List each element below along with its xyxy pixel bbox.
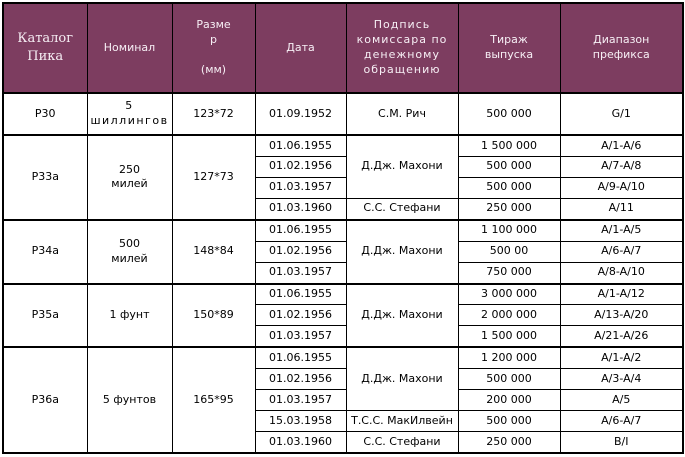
cell-signature-p36a-stefani: С.С. Стефани xyxy=(345,430,459,454)
cell-prefix-p35a-1: A/13-A/20 xyxy=(559,304,684,327)
cell-date-p35a-1: 01.02.1956 xyxy=(254,304,347,327)
header-nominal: Номинал xyxy=(86,2,173,94)
cell-date-p33a-1: 01.02.1956 xyxy=(254,155,347,178)
cell-signature-p34a-mahoney: Д.Дж. Махони xyxy=(345,218,459,284)
cell-size-p35a: 150*89 xyxy=(171,282,256,348)
header-size-mm: Разме р (мм) xyxy=(171,2,256,94)
cell-size-p34a: 148*84 xyxy=(171,218,256,284)
cell-tirage-p35a-2: 1 500 000 xyxy=(457,325,561,348)
cell-prefix-p35a-0: A/1-A/12 xyxy=(559,282,684,306)
cell-date-p36a-4: 01.03.1960 xyxy=(254,430,347,454)
cell-prefix-p36a-4: B/I xyxy=(559,430,684,454)
cell-tirage-p33a-2: 500 000 xyxy=(457,176,561,199)
row-p36a-0: P36a 5 фунтов 165*95 01.06.1955 Д.Дж. Ма… xyxy=(2,346,684,454)
cell-catalog-p35a: P35a xyxy=(2,282,88,348)
header-catalog-pick: Каталог Пика xyxy=(2,2,88,94)
cell-date-p36a-3: 15.03.1958 xyxy=(254,410,347,432)
cell-tirage-p36a-0: 1 200 000 xyxy=(457,346,561,370)
cell-prefix-p36a-3: A/6-A/7 xyxy=(559,410,684,432)
cell-catalog-p33a: P33a xyxy=(2,134,88,221)
cell-date-p36a-0: 01.06.1955 xyxy=(254,346,347,370)
cell-signature-p33a-mahoney: Д.Дж. Махони xyxy=(345,133,459,199)
row-p35a-1: 01.02.1956 2 000 000 A/13-A/20 xyxy=(3,304,684,327)
row-p36a-3: 15.03.1958 Т.С.С. МакИлвейн 500 000 A/6-… xyxy=(3,410,684,432)
cell-prefix-p33a-0: A/1-A/6 xyxy=(559,133,684,157)
cell-size-p33a: 127*73 xyxy=(171,134,256,221)
header-row: Каталог Пика Номинал Разме р (мм) Дата П… xyxy=(2,2,684,94)
cell-signature-p30-rich: С.М. Рич xyxy=(345,92,459,136)
row-p36a-1: 01.02.1956 500 000 A/3-A/4 xyxy=(3,368,684,391)
cell-tirage-p34a-2: 750 000 xyxy=(457,261,561,285)
cell-date-p34a-2: 01.03.1957 xyxy=(254,261,347,285)
row-p30: P30 5 шиллингов 123*72 01.09.1952 С.М. Р… xyxy=(2,92,684,136)
row-p34a-1: 01.02.1956 500 00 A/6-A/7 xyxy=(3,240,684,263)
cell-date-p30-0: 01.09.1952 xyxy=(254,92,347,136)
cell-tirage-p36a-2: 200 000 xyxy=(457,389,561,412)
cell-tirage-p35a-0: 3 000 000 xyxy=(457,282,561,306)
cell-nominal-p36a: 5 фунтов xyxy=(86,346,173,454)
row-p33a-1: 01.02.1956 500 000 A/7-A/8 xyxy=(3,155,684,178)
cell-prefix-p34a-0: A/1-A/5 xyxy=(559,218,684,242)
cell-tirage-p33a-1: 500 000 xyxy=(457,155,561,178)
cell-date-p36a-2: 01.03.1957 xyxy=(254,389,347,412)
cell-tirage-p36a-1: 500 000 xyxy=(457,368,561,391)
cell-tirage-p33a-0: 1 500 000 xyxy=(457,133,561,157)
row-p33a-0: P33a 250 милей 127*73 01.06.1955 Д.Дж. М… xyxy=(2,133,684,221)
cell-prefix-p33a-2: A/9-A/10 xyxy=(559,176,684,199)
cell-tirage-p34a-0: 1 100 000 xyxy=(457,218,561,242)
cell-date-p33a-0: 01.06.1955 xyxy=(254,133,347,157)
row-p33a-3: 01.03.1960 С.С. Стефани 250 000 A/11 xyxy=(3,197,684,221)
cell-prefix-p30-0: G/1 xyxy=(559,92,684,136)
header-date: Дата xyxy=(254,2,347,94)
cell-tirage-p34a-1: 500 00 xyxy=(457,240,561,263)
header-prefix-range: Диапазон префикса xyxy=(559,2,684,94)
cell-prefix-p33a-3: A/11 xyxy=(559,197,684,221)
row-p35a-2: 01.03.1957 1 500 000 A/21-A/26 xyxy=(3,325,684,348)
cell-catalog-p34a: P34a xyxy=(2,218,88,284)
cell-size-p36a: 165*95 xyxy=(171,346,256,454)
cell-tirage-p36a-4: 250 000 xyxy=(457,430,561,454)
cell-tirage-p30-0: 500 000 xyxy=(457,92,561,136)
cell-prefix-p33a-1: A/7-A/8 xyxy=(559,155,684,178)
cell-prefix-p35a-2: A/21-A/26 xyxy=(559,325,684,348)
row-p33a-2: 01.03.1957 500 000 A/9-A/10 xyxy=(3,176,684,199)
header-commissioner-signature: Подпись комиссара по денежному обращению xyxy=(345,2,459,94)
cell-nominal-p30: 5 шиллингов xyxy=(86,92,173,136)
cell-prefix-p36a-2: A/5 xyxy=(559,389,684,412)
cell-prefix-p36a-0: A/1-A/2 xyxy=(559,346,684,370)
row-p35a-0: P35a 1 фунт 150*89 01.06.1955 Д.Дж. Махо… xyxy=(2,282,684,348)
cell-date-p36a-1: 01.02.1956 xyxy=(254,368,347,391)
cell-catalog-p36a: P36a xyxy=(2,346,88,454)
row-p36a-4: 01.03.1960 С.С. Стефани 250 000 B/I xyxy=(3,430,684,454)
cell-nominal-p35a: 1 фунт xyxy=(86,282,173,348)
cell-date-p35a-0: 01.06.1955 xyxy=(254,282,347,306)
cell-nominal-p33a: 250 милей xyxy=(86,134,173,221)
cell-prefix-p34a-2: A/8-A/10 xyxy=(559,261,684,285)
cell-date-p33a-3: 01.03.1960 xyxy=(254,197,347,221)
cell-nominal-p34a: 500 милей xyxy=(86,218,173,284)
cell-catalog-p30: P30 xyxy=(2,92,88,136)
cell-date-p34a-1: 01.02.1956 xyxy=(254,240,347,263)
row-p34a-0: P34a 500 милей 148*84 01.06.1955 Д.Дж. М… xyxy=(2,218,684,284)
cell-date-p34a-0: 01.06.1955 xyxy=(254,218,347,242)
cell-tirage-p36a-3: 500 000 xyxy=(457,410,561,432)
cell-signature-p33a-stefani: С.С. Стефани xyxy=(345,197,459,221)
cell-signature-p35a-mahoney: Д.Дж. Махони xyxy=(345,282,459,348)
header-issue-tirage: Тираж выпуска xyxy=(457,2,561,94)
cell-tirage-p35a-1: 2 000 000 xyxy=(457,304,561,327)
cell-tirage-p33a-3: 250 000 xyxy=(457,197,561,221)
cell-prefix-p36a-1: A/3-A/4 xyxy=(559,368,684,391)
cell-signature-p36a-mahoney: Д.Дж. Махони xyxy=(345,346,459,412)
cell-date-p35a-2: 01.03.1957 xyxy=(254,325,347,348)
cell-signature-p36a-macilvain: Т.С.С. МакИлвейн xyxy=(345,410,459,432)
cell-date-p33a-2: 01.03.1957 xyxy=(254,176,347,199)
cell-prefix-p34a-1: A/6-A/7 xyxy=(559,240,684,263)
cell-size-p30: 123*72 xyxy=(171,92,256,136)
